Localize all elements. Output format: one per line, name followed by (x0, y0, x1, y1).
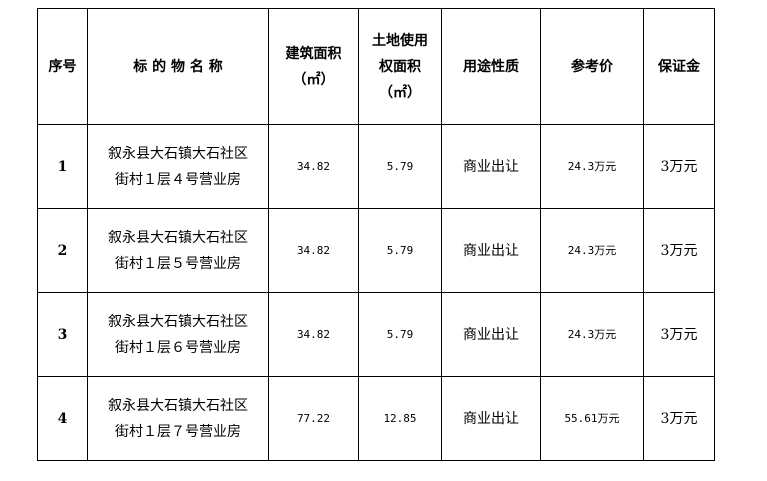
cell-building-area: 34.82 (268, 124, 359, 209)
cell-name: 叙永县大石镇大石社区 街村１层７号营业房 (87, 376, 269, 461)
cell-land-area: 12.85 (358, 376, 442, 461)
cell-name: 叙永县大石镇大石社区 街村１层６号营业房 (87, 292, 269, 377)
cell-building-area: 34.82 (268, 208, 359, 293)
cell-name: 叙永县大石镇大石社区 街村１层５号营业房 (87, 208, 269, 293)
header-row: 序号 标 的 物 名 称 建筑面积 （㎡） 土地使用权面积 （㎡） 用途性质 参考价… (37, 8, 715, 125)
cell-land-area: 5.79 (358, 124, 442, 209)
cell-ref-price: 24.3万元 (540, 292, 644, 377)
cell-usage: 商业出让 (441, 292, 541, 377)
cell-name: 叙永县大石镇大石社区 街村１层４号营业房 (87, 124, 269, 209)
name-line: 街村１层５号营业房 (115, 255, 241, 272)
cell-ref-price: 55.61万元 (540, 376, 644, 461)
header-usage: 用途性质 (441, 8, 541, 125)
header-land-area: 土地使用权面积 （㎡） (358, 8, 442, 125)
header-name: 标 的 物 名 称 (87, 8, 269, 125)
header-line: 土地使用 (372, 32, 428, 49)
cell-usage: 商业出让 (441, 208, 541, 293)
cell-deposit: 3万元 (643, 124, 715, 209)
name-line: 叙永县大石镇大石社区 (108, 229, 248, 246)
header-unit: （㎡） (379, 84, 421, 101)
name-line: 街村１层７号营业房 (115, 423, 241, 440)
table-row: 4 叙永县大石镇大石社区 街村１层７号营业房 77.22 12.85 商业出让 5… (37, 376, 715, 461)
name-line: 街村１层４号营业房 (115, 171, 241, 188)
header-line: 权面积 (379, 58, 421, 75)
header-building-area: 建筑面积 （㎡） (268, 8, 359, 125)
cell-deposit: 3万元 (643, 208, 715, 293)
cell-land-area: 5.79 (358, 208, 442, 293)
name-line: 叙永县大石镇大石社区 (108, 145, 248, 162)
header-deposit: 保证金 (643, 8, 715, 125)
table-row: 1 叙永县大石镇大石社区 街村１层４号营业房 34.82 5.79 商业出让 24… (37, 124, 715, 209)
cell-index: 3 (37, 292, 88, 377)
cell-building-area: 34.82 (268, 292, 359, 377)
auction-items-table: 序号 标 的 物 名 称 建筑面积 （㎡） 土地使用权面积 （㎡） 用途性质 参考价… (37, 8, 715, 461)
cell-ref-price: 24.3万元 (540, 208, 644, 293)
cell-land-area: 5.79 (358, 292, 442, 377)
header-index: 序号 (37, 8, 88, 125)
cell-usage: 商业出让 (441, 124, 541, 209)
name-line: 叙永县大石镇大石社区 (108, 313, 248, 330)
header-unit: （㎡） (292, 71, 335, 88)
name-line: 叙永县大石镇大石社区 (108, 397, 248, 414)
cell-deposit: 3万元 (643, 292, 715, 377)
header-line: 建筑面积 (285, 45, 342, 62)
cell-building-area: 77.22 (268, 376, 359, 461)
cell-index: 4 (37, 376, 88, 461)
cell-index: 1 (37, 124, 88, 209)
cell-ref-price: 24.3万元 (540, 124, 644, 209)
cell-usage: 商业出让 (441, 376, 541, 461)
name-line: 街村１层６号营业房 (115, 339, 241, 356)
cell-index: 2 (37, 208, 88, 293)
table-row: 3 叙永县大石镇大石社区 街村１层６号营业房 34.82 5.79 商业出让 24… (37, 292, 715, 377)
table-row: 2 叙永县大石镇大石社区 街村１层５号营业房 34.82 5.79 商业出让 24… (37, 208, 715, 293)
header-ref-price: 参考价 (540, 8, 644, 125)
cell-deposit: 3万元 (643, 376, 715, 461)
